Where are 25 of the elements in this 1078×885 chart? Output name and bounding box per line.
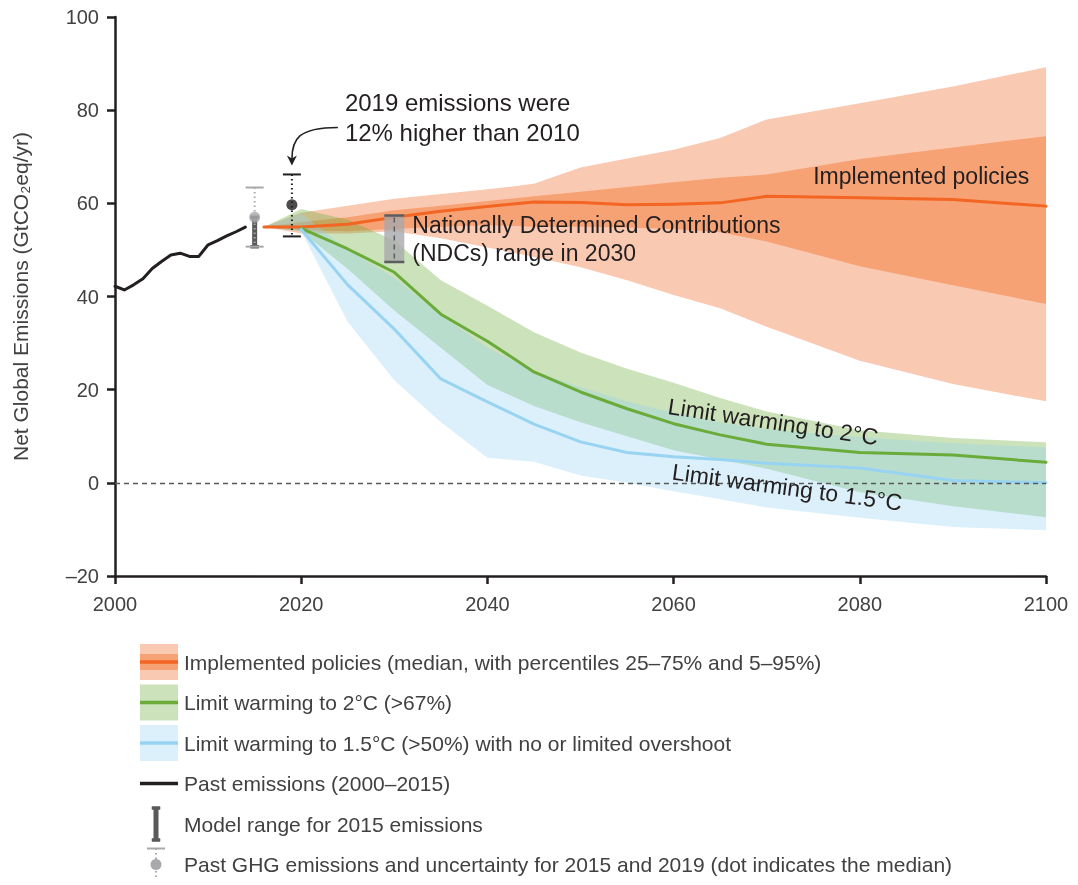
y-tick-label: –20 [65, 565, 99, 587]
y-tick-label: 0 [87, 471, 99, 494]
y-tick-label: 100 [65, 6, 99, 28]
x-tick-label: 2080 [837, 593, 883, 615]
legend-label: Limit warming to 1.5°C (>50%) with no or limited overshoot [184, 731, 732, 755]
x-tick-label: 2100 [1023, 593, 1069, 615]
legend-label: Implemented policies (median, with percentiles 25–75% and 5–95%) [184, 650, 822, 674]
y-axis-title: Net Global Emissions (GtCO₂eq/yr) [9, 131, 32, 462]
x-tick-label: 2060 [651, 593, 696, 615]
annotation: Nationally Determined Contributions (NDCs) range in 2030 [412, 211, 781, 266]
y-tick-label: 40 [76, 285, 99, 308]
x-tick-label: 2020 [278, 593, 324, 615]
annotation: Limit warming to 2°C [666, 393, 881, 451]
legend-label: Past emissions (2000–2015) [184, 772, 451, 795]
annotation: Implemented policies [813, 163, 1030, 190]
legend-label: Limit warming to 2°C (>67%) [184, 691, 453, 714]
x-tick-label: 2000 [92, 593, 138, 615]
legend-label: Model range for 2015 emissions [184, 812, 483, 836]
y-tick-label: 20 [76, 378, 99, 401]
y-tick-label: 80 [76, 99, 99, 122]
annotation: Limit warming to 1.5°C [670, 458, 904, 516]
y-tick-label: 60 [76, 192, 99, 215]
annotation: 2019 emissions were 12% higher than 2010 [344, 88, 580, 146]
legend-label: Past GHG emissions and uncertainty for 2015 and 2019 (dot indicates the median) [184, 853, 953, 876]
x-tick-label: 2040 [465, 593, 510, 615]
